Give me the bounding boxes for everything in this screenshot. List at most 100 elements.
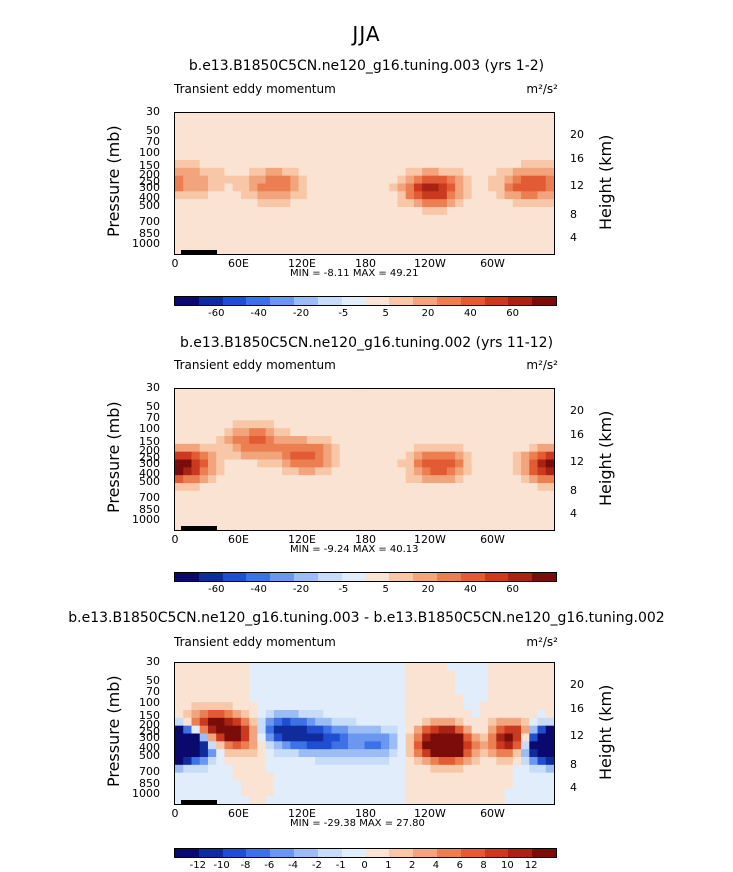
heatmap-cell <box>529 757 539 766</box>
heatmap-cell <box>232 772 242 782</box>
heatmap-cell <box>488 757 497 766</box>
heatmap-cell <box>422 702 432 711</box>
heatmap-cell <box>479 167 489 177</box>
colorbar-swatch <box>389 297 414 305</box>
heatmap-cell <box>430 175 440 185</box>
heatmap-cell <box>364 183 374 192</box>
heatmap-cell <box>422 120 432 130</box>
heatmap-cell <box>380 389 390 398</box>
colorbar-label: 8 <box>480 860 487 871</box>
heatmap-cell <box>422 725 432 735</box>
heatmap-cell <box>290 780 300 789</box>
heatmap-cell <box>537 796 547 804</box>
heatmap-cell <box>422 113 432 122</box>
heatmap-cell <box>306 490 316 500</box>
heatmap-cell <box>339 686 349 695</box>
heatmap-cell <box>348 764 357 774</box>
heatmap-cell <box>413 207 423 216</box>
heatmap-cell <box>331 467 341 476</box>
heatmap-cell <box>348 498 357 508</box>
heatmap-cell <box>430 686 440 695</box>
heatmap-cell <box>438 238 448 247</box>
heatmap-cell <box>438 167 448 177</box>
heatmap-cell <box>290 475 300 484</box>
heatmap-cell <box>232 764 242 774</box>
heatmap-cell <box>496 412 506 421</box>
heatmap-cell <box>463 120 473 130</box>
heatmap-cell <box>537 207 547 216</box>
heatmap-cell <box>339 475 349 484</box>
heatmap-cell <box>306 396 316 406</box>
heatmap-cell <box>290 207 300 216</box>
heatmap-cell <box>257 412 267 421</box>
heatmap-cell <box>389 136 399 145</box>
heatmap-cell <box>265 749 275 758</box>
heatmap-cell <box>339 694 349 703</box>
heatmap-cell <box>496 498 506 508</box>
heatmap-cell <box>372 207 382 216</box>
heatmap-cell <box>521 686 530 695</box>
heatmap-cell <box>512 459 522 468</box>
heatmap-cell <box>446 175 456 185</box>
heatmap-cell <box>306 412 316 421</box>
heatmap-cell <box>224 152 234 161</box>
heatmap-cell <box>175 167 184 177</box>
heatmap-cell <box>298 230 308 239</box>
heatmap-cell <box>216 222 226 232</box>
heatmap-cell <box>479 222 489 232</box>
heatmap-cell <box>183 207 193 216</box>
heatmap-cell <box>175 207 184 216</box>
heatmap-cell <box>422 663 432 672</box>
heatmap-cell <box>224 475 234 484</box>
heatmap-cell <box>372 152 382 161</box>
heatmap-cell <box>175 222 184 232</box>
heatmap-cell <box>496 144 506 153</box>
heatmap-cell <box>232 702 242 711</box>
heatmap-cell <box>413 436 423 445</box>
heatmap-cell <box>372 522 382 530</box>
heatmap-cell <box>240 428 250 437</box>
heatmap-cell <box>257 483 267 492</box>
heatmap-cell <box>216 144 226 153</box>
heatmap-cell <box>413 183 423 192</box>
heatmap-cell <box>545 710 554 719</box>
heatmap-cell <box>455 522 464 530</box>
heatmap-cell <box>356 152 366 161</box>
heatmap-cell <box>257 702 267 711</box>
heatmap-cell <box>521 725 530 735</box>
heatmap-cell <box>224 749 234 758</box>
heatmap-cell <box>397 136 407 145</box>
heatmap-cell <box>389 788 399 797</box>
heatmap-cell <box>290 764 300 774</box>
heatmap-cell <box>389 483 399 492</box>
heatmap-cell <box>488 420 497 429</box>
heatmap-cell <box>405 514 415 523</box>
heatmap-cell <box>405 113 415 122</box>
variable-label: Transient eddy momentum <box>174 358 336 372</box>
heatmap-cell <box>199 459 209 468</box>
heatmap-cell <box>175 120 184 130</box>
heatmap-cell <box>249 222 258 232</box>
heatmap-cell <box>438 160 448 169</box>
heatmap-cell <box>216 694 226 703</box>
heatmap-cell <box>405 459 415 468</box>
heatmap-cell <box>315 420 324 429</box>
heatmap-cell <box>207 144 217 153</box>
heatmap-cell <box>545 725 554 735</box>
heatmap-cell <box>397 404 407 414</box>
heatmap-cell <box>380 506 390 515</box>
heatmap-cell <box>282 443 291 453</box>
heatmap-cell <box>364 246 374 254</box>
heatmap-cell <box>356 741 366 750</box>
heatmap-cell <box>339 451 349 461</box>
heatmap-cell <box>389 183 399 192</box>
colorbar-swatch <box>198 297 223 305</box>
heatmap-cell <box>397 214 407 224</box>
heatmap-cell <box>290 222 300 232</box>
heatmap-cell <box>315 191 324 200</box>
heatmap-cell <box>282 475 291 484</box>
heatmap-cell <box>438 522 448 530</box>
heatmap-cell <box>315 506 324 515</box>
heatmap-cell <box>405 128 415 138</box>
heatmap-cell <box>405 167 415 177</box>
